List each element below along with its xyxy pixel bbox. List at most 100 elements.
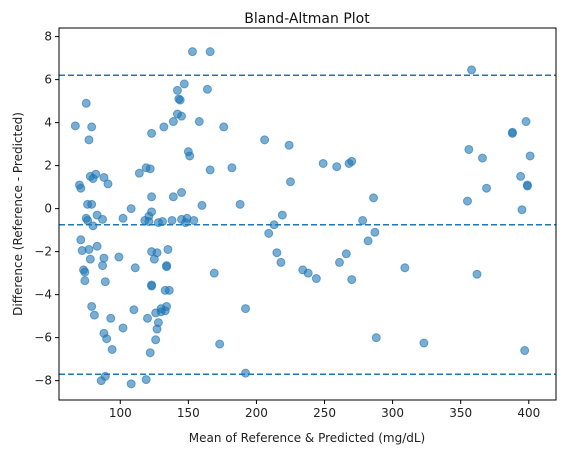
chart-title: Bland-Altman Plot [244,11,370,27]
data-point [189,215,199,225]
data-point [272,248,282,258]
data-point [341,249,351,259]
data-point [482,183,492,193]
data-point [276,257,286,267]
data-point [76,183,86,193]
data-point [98,261,108,271]
data-point [80,267,90,277]
data-point [227,163,237,173]
data-point [102,334,112,344]
data-point [153,318,163,328]
data-point [219,122,229,132]
data-point [118,323,128,333]
plot-frame [58,27,557,401]
data-point [334,257,344,267]
data-point [152,248,162,258]
data-point [151,335,161,345]
data-point [175,95,185,105]
data-point [147,280,157,290]
data-point [85,254,95,264]
data-point [147,192,157,202]
data-point [147,128,157,138]
y-axis-label: Difference (Reference - Predicted) [11,112,25,316]
x-tick-label: 250 [313,406,336,420]
data-point [472,269,482,279]
data-point [185,151,195,161]
data-point [205,165,215,175]
data-point [285,177,295,187]
data-point [145,164,155,174]
data-point [209,268,219,278]
data-point [517,205,527,215]
data-point [318,158,328,168]
data-point [197,200,207,210]
data-point [84,135,94,145]
data-point [172,85,182,95]
data-point [92,241,102,251]
y-tick-label: 6 [44,73,52,87]
data-point [99,172,109,182]
data-point [159,122,169,132]
data-point [168,117,178,127]
data-point [164,285,174,295]
data-point [167,215,177,225]
data-point [118,213,128,223]
data-point [126,379,136,389]
data-point [143,313,153,323]
data-point [81,98,91,108]
data-point [91,169,101,179]
data-point [103,179,113,189]
data-point [369,193,379,203]
data-point [467,65,477,75]
data-point [99,253,109,263]
data-point [347,156,357,166]
data-point [76,235,86,245]
data-point [187,47,197,57]
data-point [89,310,99,320]
data-point [87,199,97,209]
data-point [516,171,526,181]
data-point [100,277,110,287]
x-tick-label: 100 [109,406,132,420]
data-point [205,47,215,57]
reference-lines [59,74,556,375]
y-tick-label: 4 [44,116,52,130]
data-point [462,196,472,206]
data-point [477,153,487,163]
data-point [400,263,410,273]
data-point [87,301,97,311]
data-point [332,162,342,172]
data-point [130,263,140,273]
data-point [235,199,245,209]
data-point [284,140,294,150]
x-tick-label: 350 [449,406,472,420]
data-point [371,333,381,343]
y-tick-label: −2 [34,245,52,259]
data-point [162,301,172,311]
data-point [177,111,187,121]
data-point [521,117,531,127]
y-tick-label: 0 [44,202,52,216]
data-point [129,305,139,315]
data-point [80,276,90,286]
data-point [88,221,98,231]
y-axis-ticks: −8 −6 −4 −2 0 2 4 6 8 [34,30,59,388]
data-point [363,236,373,246]
data-point [100,371,110,381]
data-point [179,79,189,89]
data-point [145,348,155,358]
data-point [370,227,380,237]
y-tick-label: 8 [44,30,52,44]
y-tick-label: 2 [44,159,52,173]
data-points [70,47,535,389]
data-point [144,217,154,227]
data-point [194,117,204,127]
data-point [87,122,97,132]
y-tick-label: −6 [34,331,52,345]
data-point [522,181,532,191]
data-point [106,313,116,323]
data-point [507,128,517,138]
x-tick-label: 200 [245,406,268,420]
data-point [241,368,251,378]
